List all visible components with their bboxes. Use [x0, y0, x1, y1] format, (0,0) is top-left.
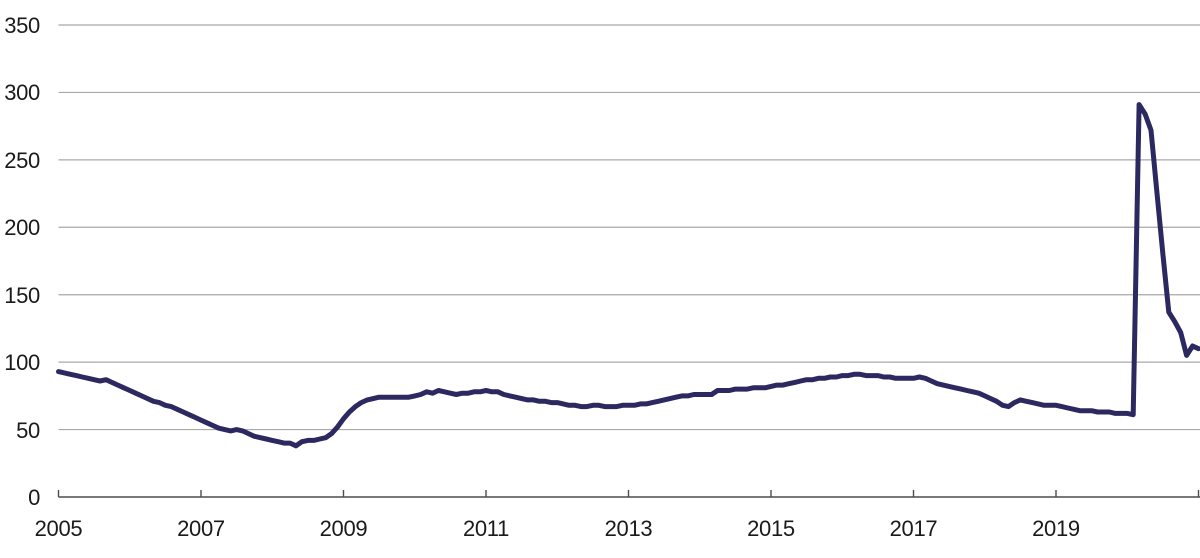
y-axis-label: 250: [4, 147, 40, 173]
y-axis-label: 350: [4, 13, 40, 38]
y-axis-label: 50: [16, 417, 40, 443]
y-axis-label: 100: [4, 350, 40, 376]
x-axis-label: 2017: [889, 516, 938, 541]
x-axis-label: 2007: [177, 516, 225, 541]
y-axis-label: 200: [4, 215, 40, 241]
x-axis-label: 2005: [34, 516, 83, 541]
x-axis-label: 2009: [319, 516, 368, 541]
y-axis-label: 0: [28, 485, 40, 510]
x-axis-label: 2011: [462, 516, 510, 541]
x-axis-label: 2019: [1032, 516, 1080, 541]
x-axis-label: 2013: [604, 516, 653, 541]
data-line: [56, 102, 1200, 449]
y-axis-label: 300: [4, 80, 40, 106]
x-axis-label: 2015: [747, 516, 795, 541]
y-axis-label: 150: [4, 282, 40, 308]
